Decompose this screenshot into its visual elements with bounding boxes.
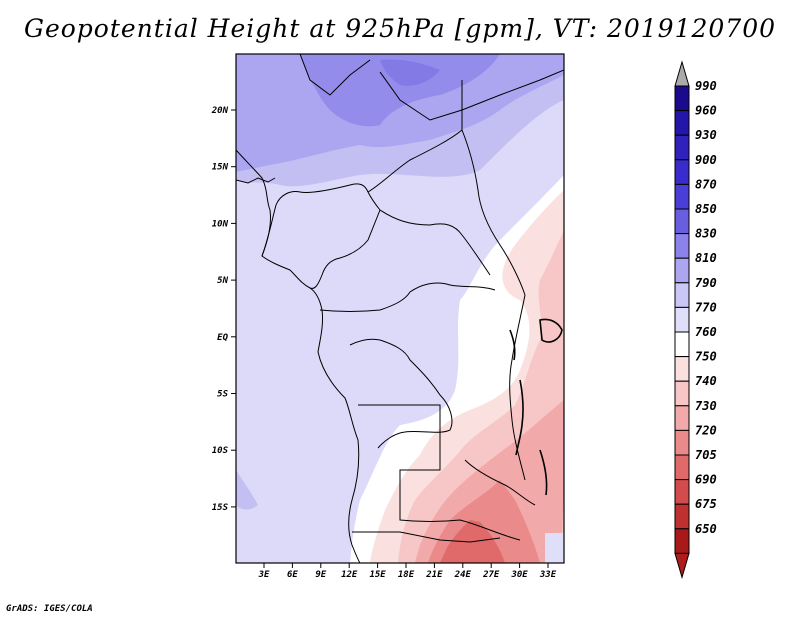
colorbar-label: 650 xyxy=(695,522,717,536)
colorbar-label: 740 xyxy=(695,374,717,388)
map-title: Geopotential Height at 925hPa [gpm], VT:… xyxy=(23,14,777,43)
lon-label: 3E xyxy=(258,570,270,580)
colorbar-label: 690 xyxy=(695,473,717,487)
lat-label: EQ xyxy=(217,333,228,343)
colorbar-over-arrow xyxy=(674,60,690,87)
border-car-south xyxy=(319,282,496,312)
border-niger-libya xyxy=(299,54,371,96)
lat-label: 10N xyxy=(212,219,229,229)
lon-label: 33E xyxy=(539,570,557,580)
border-congo-drc xyxy=(349,338,453,449)
colorbar-swatch xyxy=(674,85,690,112)
lon-label: 24E xyxy=(454,570,472,580)
border-angola xyxy=(358,404,521,541)
colorbar-label: 790 xyxy=(695,276,717,290)
colorbar-label: 770 xyxy=(695,300,717,314)
colorbar-label: 870 xyxy=(695,177,717,191)
colorbar-swatch xyxy=(674,528,690,554)
lon-label: 21E xyxy=(425,570,443,580)
colorbar-swatch xyxy=(674,159,690,185)
lon-label: 9E xyxy=(315,570,326,580)
colorbar-label: 705 xyxy=(695,448,717,462)
lon-label: 27E xyxy=(482,570,500,580)
field-region-770-se xyxy=(545,533,564,563)
colorbar-label: 900 xyxy=(695,153,717,167)
border-libya-sudan xyxy=(379,69,564,121)
colorbar-label: 720 xyxy=(695,423,717,437)
lat-label: 10S xyxy=(212,446,229,456)
colorbar-swatch xyxy=(674,503,690,530)
field-region-790-sw xyxy=(236,470,258,510)
colorbar-swatch xyxy=(674,208,690,235)
colorbar-swatch xyxy=(674,380,690,407)
border-car-north xyxy=(379,209,491,276)
field-region-850 xyxy=(380,59,440,86)
colorbar-label: 675 xyxy=(695,497,717,511)
colorbar-label: 850 xyxy=(695,202,717,216)
lon-label: 18E xyxy=(398,570,415,580)
colorbar: 990 960 930 900 870 850 830 810 790 770 760 750 740 7… xyxy=(674,60,717,580)
lakes xyxy=(509,318,563,496)
lake-malawi xyxy=(539,449,548,496)
lake-albert xyxy=(509,329,516,361)
colorbar-under-arrow xyxy=(674,552,690,580)
colorbar-swatch xyxy=(674,233,690,259)
colorbar-swatch xyxy=(674,479,690,505)
colorbar-label: 830 xyxy=(695,227,717,241)
colorbar-swatch xyxy=(674,331,690,358)
border-west-africa xyxy=(236,177,276,184)
lat-label: 15S xyxy=(212,503,229,513)
lat-label: 5N xyxy=(217,276,228,286)
colorbar-swatch xyxy=(674,429,690,456)
border-nigeria-north xyxy=(261,183,369,257)
colorbar-label: 730 xyxy=(695,399,717,413)
lake-victoria xyxy=(539,318,563,343)
colorbar-swatch xyxy=(674,257,690,284)
colorbar-label: 960 xyxy=(695,104,717,118)
border-zambia xyxy=(464,459,536,506)
colorbar-swatch xyxy=(674,282,690,308)
lat-label: 15N xyxy=(212,163,229,173)
border-namibia xyxy=(352,531,501,543)
lon-label: 30E xyxy=(510,570,528,580)
colorbar-label: 810 xyxy=(695,251,717,265)
border-sudan-south xyxy=(461,129,526,296)
field-region-830 xyxy=(300,54,500,127)
lat-label: 5S xyxy=(217,390,228,400)
colorbar-label: 750 xyxy=(695,350,717,364)
border-chad-east xyxy=(367,80,463,193)
map-frame xyxy=(235,53,565,564)
colorbar-swatch xyxy=(674,306,690,333)
colorbar-swatch xyxy=(674,134,690,161)
colorbar-label: 760 xyxy=(695,325,717,339)
lake-tanganyika xyxy=(515,379,524,456)
colorbar-swatch xyxy=(674,405,690,431)
border-cameroon xyxy=(309,191,381,289)
colorbar-label: 990 xyxy=(695,79,717,93)
colorbar-swatch xyxy=(674,454,690,481)
latitude-axis: 20N 15N 10N 5N EQ 5S 10S 15S xyxy=(211,106,236,513)
longitude-axis: 3E 6E 9E 12E 15E 18E 21E 24E 27E 30E 33E xyxy=(258,563,557,580)
lon-label: 6E xyxy=(287,570,298,580)
colorbar-label: 930 xyxy=(695,128,717,142)
country-borders xyxy=(236,54,564,563)
grads-credit: GrADS: IGES/COLA xyxy=(6,604,93,614)
colorbar-swatch xyxy=(674,356,690,382)
colorbar-swatch xyxy=(674,183,690,210)
lat-label: 20N xyxy=(211,106,229,116)
lon-label: 15E xyxy=(369,570,386,580)
lon-label: 12E xyxy=(341,570,358,580)
colorbar-swatch xyxy=(674,110,690,136)
